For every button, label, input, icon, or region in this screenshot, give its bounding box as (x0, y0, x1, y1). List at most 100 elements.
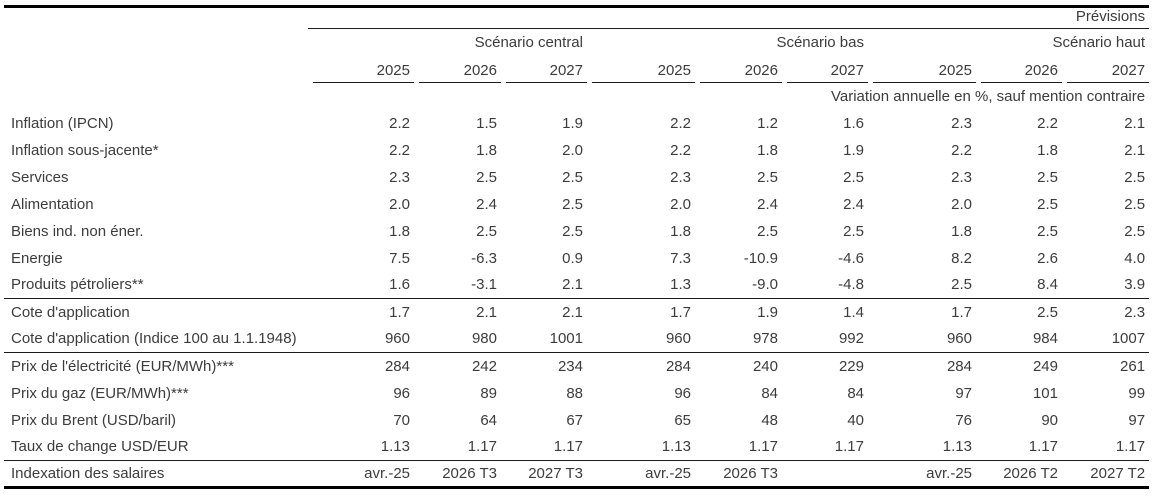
cell-value: 101 (1032, 384, 1058, 402)
cell-value: 2.5 (1124, 195, 1146, 213)
cell-value: 234 (501, 352, 587, 380)
cell-value: 2.4 (476, 195, 497, 213)
cell-value: 2.3 (951, 114, 972, 132)
cell-value: -6.3 (471, 249, 497, 267)
cell-value: 2.4 (757, 195, 778, 213)
cell-value: 960 (665, 330, 691, 348)
year-header: 2027 (1067, 62, 1150, 83)
cell-value: 2.1 (414, 298, 501, 326)
cell-value: 99 (1128, 384, 1146, 402)
cell-value: 2.3 (1062, 298, 1150, 326)
cell-value: 1.3 (670, 276, 691, 294)
cell-value: 2026 T3 (414, 460, 501, 488)
cell-value: 8.2 (951, 249, 972, 267)
cell-value: 1.9 (695, 298, 782, 326)
cell-value: 4.0 (1124, 249, 1146, 267)
unit-note: Variation annuelle en %, sauf mention co… (831, 87, 1146, 105)
previsions-row: Prévisions (4, 6, 1150, 29)
table-row: Produits pétroliers** 1.6 -3.1 2.1 1.3 -9.0 -4… (4, 272, 1149, 299)
cell-value: 2.5 (843, 222, 864, 240)
cell-value: 1.8 (476, 141, 497, 159)
cell-value: 67 (566, 411, 583, 429)
cell-value: -3.1 (471, 276, 497, 294)
row-label: Alimentation (11, 195, 94, 213)
row-label: Prix du gaz (EUR/MWh)*** (11, 384, 189, 402)
cell-value: 48 (761, 411, 778, 429)
empty-cell (4, 83, 308, 110)
cell-value: 980 (471, 330, 497, 348)
cell-value: 1.8 (951, 222, 972, 240)
cell-value: 2.5 (562, 222, 583, 240)
cell-value: 1.17 (1115, 438, 1146, 456)
cell-value: 70 (393, 411, 410, 429)
cell-value: 242 (414, 352, 501, 380)
cell-value: 7.3 (670, 249, 691, 267)
cell-value: 978 (752, 330, 778, 348)
year-header: 2025 (873, 62, 976, 83)
cell-value: 2.6 (1037, 249, 1058, 267)
cell-value: 2.1 (1124, 141, 1146, 159)
forecast-table-page: Prévisions Scénario central Scénario bas… (4, 5, 1150, 489)
cell-value: 1.7 (868, 298, 976, 326)
cell-value: 284 (587, 352, 695, 380)
cell-value: 2.2 (389, 114, 410, 132)
cell-value: 2.0 (562, 141, 583, 159)
cell-value: 97 (955, 384, 972, 402)
cell-value: 1.17 (553, 438, 583, 456)
cell-value: 1.17 (467, 438, 497, 456)
table-row: Cote d'application (Indice 100 au 1.1.19… (4, 326, 1149, 353)
cell-value: 1001 (549, 330, 583, 348)
cell-value: 2.5 (562, 195, 583, 213)
table-row: Taux de change USD/EUR 1.13 1.17 1.17 1.13 1.… (4, 434, 1149, 461)
previsions-header: Prévisions (308, 6, 1150, 29)
cell-value: 2.3 (389, 168, 410, 186)
cell-value: 1.6 (389, 276, 410, 294)
cell-value: 1.8 (670, 222, 691, 240)
table-row: Indexation des salaires avr.-25 2026 T3 202… (4, 460, 1150, 488)
cell-value: 96 (393, 384, 410, 402)
cell-value: 1007 (1111, 330, 1146, 348)
cell-value: 284 (308, 352, 414, 380)
empty-cell (4, 56, 308, 83)
cell-value: 2.2 (670, 114, 691, 132)
row-label: Inflation (IPCN) (11, 114, 114, 132)
row-label: Cote d'application (4, 298, 308, 326)
cell-value: 64 (480, 411, 497, 429)
cell-value: 0.9 (562, 249, 583, 267)
cell-value: 249 (976, 352, 1062, 380)
cell-value: 1.9 (843, 141, 864, 159)
cell-value: 1.6 (843, 114, 864, 132)
cell-value: 992 (838, 330, 864, 348)
cell-value: 1.2 (757, 114, 778, 132)
table-row: Prix du Brent (USD/baril) 70 64 67 65 48 40 76 9… (4, 407, 1149, 434)
cell-value: 1.8 (389, 222, 410, 240)
scenario-header-central: Scénario central (474, 33, 583, 51)
cell-value: 76 (955, 411, 972, 429)
cell-value: 1.17 (1028, 438, 1058, 456)
empty-corner-cell (4, 7, 308, 29)
cell-value: 88 (566, 384, 583, 402)
cell-value: 284 (868, 352, 976, 380)
cell-value: 960 (946, 330, 972, 348)
year-header: 2026 (700, 62, 782, 83)
cell-value: 2.2 (951, 141, 972, 159)
unit-note-row: Variation annuelle en %, sauf mention co… (4, 83, 1149, 110)
cell-value: 7.5 (389, 249, 410, 267)
forecast-table: Prévisions Scénario central Scénario bas… (4, 5, 1150, 489)
year-header: 2025 (592, 62, 695, 83)
cell-value: 2.3 (670, 168, 691, 186)
cell-value: 984 (1032, 330, 1058, 348)
row-label: Services (11, 168, 69, 186)
year-header: 2026 (981, 62, 1062, 83)
table-row: Prix de l'électricité (EUR/MWh)*** 284 242… (4, 352, 1150, 380)
cell-value: 2.2 (389, 141, 410, 159)
row-label: Prix du Brent (USD/baril) (11, 411, 177, 429)
year-header: 2025 (313, 62, 414, 83)
table-row: Services 2.3 2.5 2.5 2.3 2.5 2.5 2.3 2.5 2.5 (4, 164, 1149, 191)
row-label: Biens ind. non éner. (11, 222, 144, 240)
cell-value: 2.5 (843, 168, 864, 186)
row-label: Taux de change USD/EUR (11, 438, 189, 456)
table-row: Energie 7.5 -6.3 0.9 7.3 -10.9 -4.6 8.2 2.6 4.0 (4, 245, 1149, 272)
scenario-header-row: Scénario central Scénario bas Scénario h… (4, 29, 1149, 56)
cell-value: -9.0 (752, 276, 778, 294)
